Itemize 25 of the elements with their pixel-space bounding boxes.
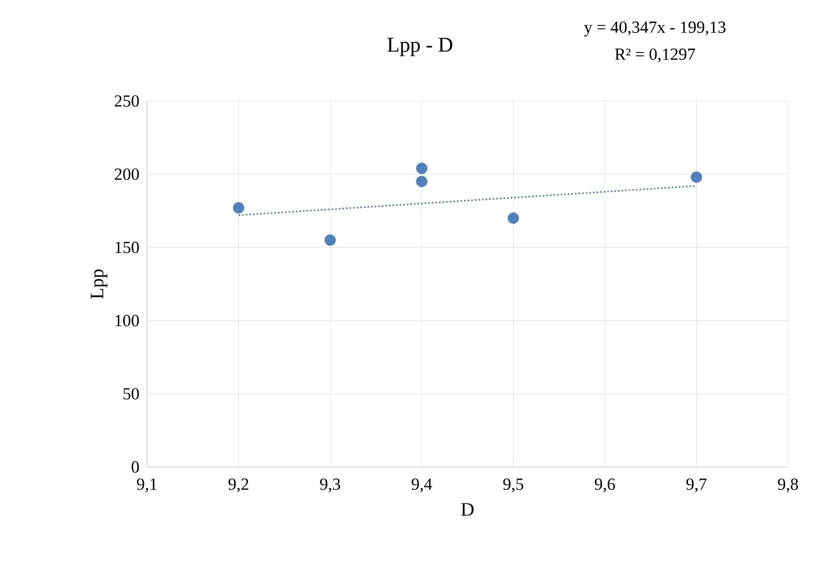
point [416, 176, 428, 188]
chart-title: Lpp - D [387, 38, 452, 56]
x-tick-label: 9,6 [594, 478, 615, 492]
x-tick-label: 9,7 [686, 478, 707, 492]
point [690, 171, 702, 183]
y-tick-label: 200 [114, 168, 139, 180]
text: y = 40,347x - 199,13 [584, 22, 726, 36]
x-tick-label: 9,4 [412, 478, 432, 492]
text: R² = 0,1297 [615, 48, 696, 62]
x-tick-label: 9,1 [136, 478, 157, 492]
y-tick-label: 0 [132, 461, 139, 473]
y-axis-title: Lpp [90, 269, 108, 299]
y-tick-label: 150 [116, 242, 139, 254]
y-tick-label: 250 [114, 95, 139, 107]
y-tick-label: 100 [116, 314, 139, 326]
point [324, 234, 336, 246]
point [416, 162, 428, 174]
x-axis-title: D [461, 503, 474, 516]
x-tick-label: 9,3 [320, 478, 340, 492]
x-tick-label: 9,5 [503, 478, 524, 492]
x-tick-label: 9,2 [228, 478, 248, 492]
x-tick-label: 9,8 [778, 478, 798, 492]
y-tick-label: 50 [124, 388, 139, 400]
point [508, 212, 519, 224]
point [232, 202, 244, 214]
